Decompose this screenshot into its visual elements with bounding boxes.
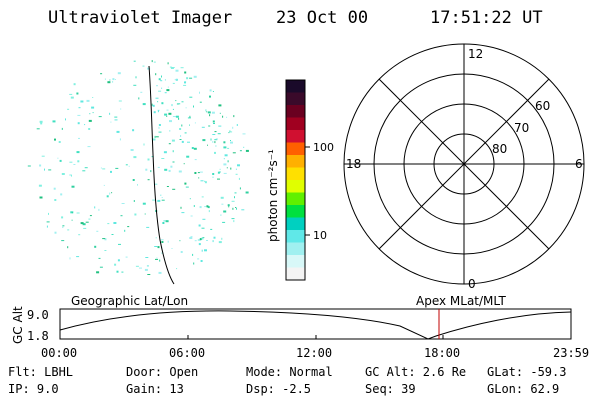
colorbar-cell [286, 205, 305, 218]
instrument-title: Ultraviolet Imager [48, 8, 233, 28]
gain-status: Gain: 13 [126, 382, 184, 396]
gc-alt-axis-label: GC Alt [11, 306, 25, 344]
filter-status: Flt: LBHL [8, 365, 74, 379]
mlt-label-18: 18 [346, 157, 361, 171]
terminator-line [148, 65, 175, 285]
colorbar-cell [286, 130, 305, 143]
colorbar-cell [286, 230, 305, 243]
colorbar-label: photon cm⁻²s⁻¹ [266, 149, 280, 242]
colorbar-tick-10: 10 [313, 229, 327, 242]
colorbar-cell [286, 242, 305, 256]
x-tick-1800: 18:00 [424, 346, 461, 360]
geographic-image [27, 60, 249, 285]
glat-status: GLat: -59.3 [487, 365, 567, 379]
door-status: Door: Open [126, 365, 199, 379]
glon-status: GLon: 62.9 [487, 382, 560, 396]
colorbar-cell [286, 267, 305, 281]
colorbar-cell [286, 92, 305, 106]
colorbar-cell [286, 80, 305, 93]
colorbar-cell [286, 167, 305, 181]
colorbar-cell [286, 117, 305, 131]
colorbar: 100 10 photon cm⁻²s⁻¹ [266, 79, 334, 281]
mlt-label-12: 12 [468, 47, 483, 61]
geographic-caption: Geographic Lat/Lon [71, 294, 189, 308]
colorbar-cell [286, 105, 305, 118]
x-tick-0000: 00:00 [41, 346, 78, 360]
colorbar-cell [286, 155, 305, 168]
ip-status: IP: 9.0 [8, 382, 59, 396]
time-label: 17:51:22 UT [430, 8, 543, 28]
colorbar-cell [286, 192, 305, 206]
polar-grid [343, 43, 585, 285]
y-tick-1-8: 1.8 [27, 329, 49, 343]
mlat-label-60: 60 [535, 99, 550, 113]
seq-status: Seq: 39 [365, 382, 416, 396]
colorbar-cell [286, 255, 305, 268]
colorbar-cell [286, 142, 305, 156]
mode-status: Mode: Normal [246, 365, 333, 379]
mlt-label-0: 0 [468, 277, 476, 291]
colorbar-cell [286, 217, 305, 231]
y-tick-9: 9.0 [27, 308, 49, 322]
emission-speckles [27, 60, 249, 275]
altitude-timeline: GC Alt [11, 306, 572, 344]
dsp-status: Dsp: -2.5 [246, 382, 312, 396]
mlt-label-6: 6 [575, 157, 583, 171]
gc-alt-status: GC Alt: 2.6 Re [365, 365, 467, 379]
apex-caption: Apex MLat/MLT [416, 294, 506, 308]
date-label: 23 Oct 00 [276, 8, 369, 28]
x-tick-0600: 06:00 [169, 346, 206, 360]
mlat-label-80: 80 [492, 142, 507, 156]
x-tick-1200: 12:00 [296, 346, 333, 360]
altitude-curve [59, 310, 572, 340]
mlat-label-70: 70 [514, 121, 529, 135]
x-tick-2359: 23:59 [553, 346, 590, 360]
colorbar-cell [286, 180, 305, 193]
colorbar-tick-100: 100 [313, 141, 334, 154]
